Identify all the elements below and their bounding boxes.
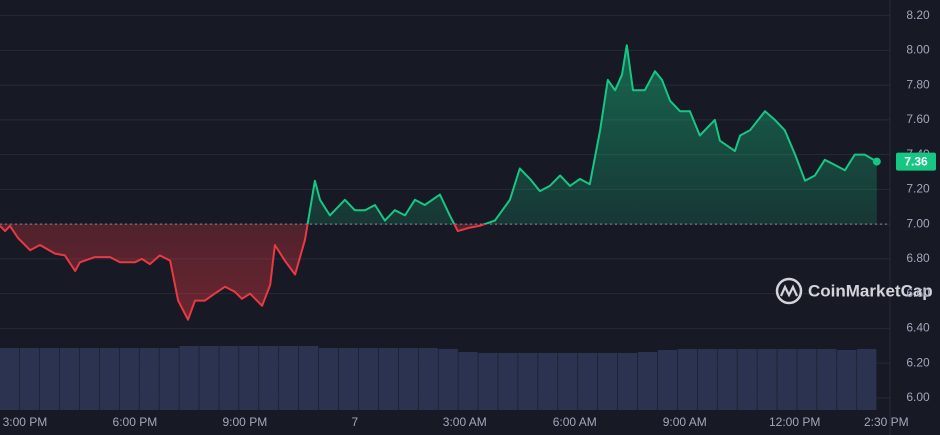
- price-tag-label: 7.36: [904, 155, 928, 169]
- volume-bar: [737, 349, 757, 410]
- volume-bar: [139, 348, 159, 410]
- volume-bar: [857, 349, 877, 410]
- volume-bar: [777, 349, 797, 410]
- x-tick-label: 6:00 PM: [113, 415, 158, 429]
- x-tick-label: 3:00 AM: [443, 415, 487, 429]
- volume-bar: [438, 349, 458, 410]
- volume-bar: [817, 349, 837, 410]
- volume-bar: [797, 349, 817, 410]
- volume-bar: [279, 346, 299, 410]
- volume-bar: [597, 353, 618, 410]
- volume-bar: [0, 348, 20, 410]
- watermark-logo-mark: [779, 284, 799, 298]
- volume-bar: [518, 353, 538, 410]
- x-tick-label: 9:00 PM: [223, 415, 268, 429]
- x-tick-label: 7: [351, 415, 358, 429]
- area-up: [0, 45, 877, 225]
- volume-bar: [717, 349, 737, 410]
- volume-bar: [239, 346, 259, 410]
- y-tick-label: 7.80: [906, 77, 930, 91]
- volume-bar: [478, 353, 498, 410]
- volume-bar: [338, 348, 359, 410]
- volume-bar: [657, 350, 678, 410]
- volume-bar: [378, 348, 399, 410]
- watermark-logo: [775, 277, 803, 305]
- volume-bar: [617, 353, 638, 410]
- y-tick-label: 7.00: [906, 216, 930, 230]
- volume-bar: [99, 348, 119, 410]
- volume-bar: [259, 346, 279, 410]
- volume-bar: [59, 348, 80, 410]
- volume-bar: [298, 346, 319, 410]
- x-tick-label: 3:00 PM: [3, 415, 48, 429]
- volume-bar: [199, 346, 219, 410]
- volume-bar: [637, 352, 658, 410]
- area-down: [0, 224, 485, 320]
- x-tick-label: 6:00 AM: [553, 415, 597, 429]
- volume-bar: [159, 348, 179, 410]
- y-tick-label: 6.40: [906, 321, 930, 335]
- volume-bar: [39, 348, 60, 410]
- volume-bar: [119, 348, 139, 410]
- volume-bar: [79, 348, 100, 410]
- volume-bar: [19, 348, 40, 410]
- volume-bar: [458, 352, 478, 410]
- y-tick-label: 8.20: [906, 8, 930, 22]
- y-tick-label: 8.00: [906, 43, 930, 57]
- price-line-down: [0, 224, 488, 321]
- volume-bar: [558, 353, 578, 410]
- volume-bar: [318, 348, 339, 410]
- volume-bar: [418, 348, 438, 410]
- price-line-up: [306, 44, 878, 225]
- volume-bar: [538, 353, 558, 410]
- y-tick-label: 6.20: [906, 355, 930, 369]
- volume-bar: [697, 349, 717, 410]
- volume-bar: [358, 348, 379, 410]
- volume-bar: [757, 349, 777, 410]
- volume-bar: [498, 353, 518, 410]
- volume-bar: [677, 349, 698, 410]
- y-tick-label: 7.60: [906, 112, 930, 126]
- price-tag: [896, 152, 936, 171]
- last-point: [872, 157, 881, 166]
- y-tick-label: 7.20: [906, 182, 930, 196]
- volume-bar: [219, 346, 239, 410]
- volume-bar: [398, 348, 418, 410]
- y-tick-label: 6.60: [906, 286, 930, 300]
- volume-bar: [179, 346, 199, 410]
- volume-bar: [578, 353, 598, 410]
- x-tick-label: 9:00 AM: [663, 415, 707, 429]
- y-tick-label: 6.00: [906, 390, 930, 404]
- watermark: CoinMarketCap: [775, 277, 933, 305]
- volume-bar: [837, 350, 857, 410]
- watermark-text: CoinMarketCap: [808, 281, 933, 300]
- y-tick-label: 6.80: [906, 251, 930, 265]
- x-tick-label: 2:30 PM: [864, 415, 909, 429]
- x-tick-label: 12:00 PM: [769, 415, 820, 429]
